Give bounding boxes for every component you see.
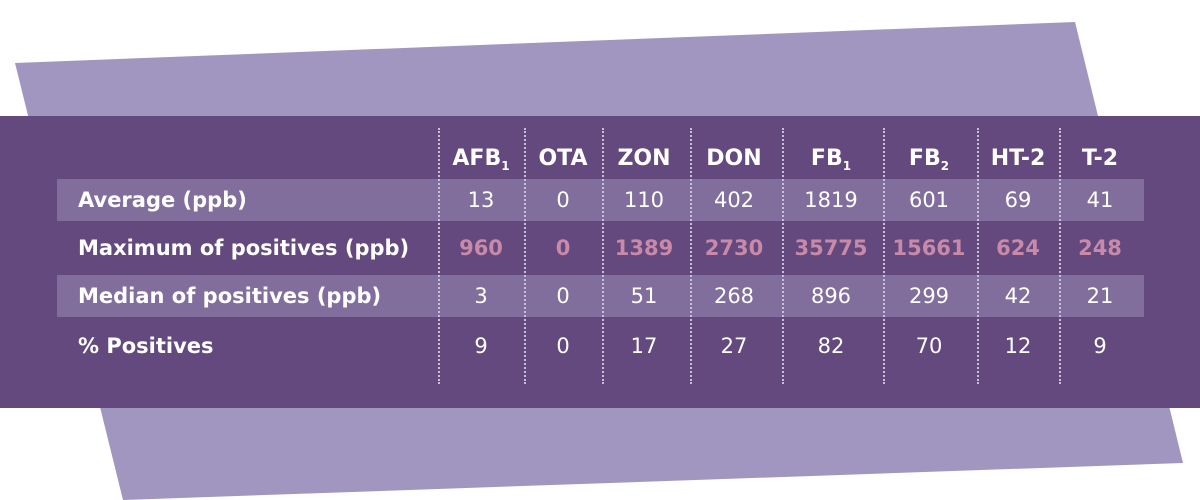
column-header-label: ZON: [617, 146, 671, 171]
table-cell: 21: [1086, 284, 1114, 308]
row-label: Median of positives (ppb): [78, 284, 382, 308]
table-cell: 248: [1078, 236, 1122, 260]
column-separator: [782, 128, 784, 384]
column-header-subscript: 1: [501, 159, 510, 173]
row-band: [57, 275, 1144, 317]
column-separator: [524, 128, 526, 384]
table-cell: 960: [459, 236, 503, 260]
table-cell: 42: [1004, 284, 1032, 308]
column-header-label: T-2: [1081, 146, 1119, 171]
column-separator: [1059, 128, 1061, 384]
row-band: [57, 179, 1144, 221]
table-cell: 70: [915, 334, 943, 358]
table-cell: 0: [555, 236, 571, 260]
column-separator: [438, 128, 440, 384]
column-separator: [602, 128, 604, 384]
column-header-label: AFB: [452, 146, 502, 171]
table-cell: 268: [713, 284, 755, 308]
column-header-label: FB: [810, 146, 843, 171]
column-header: AFB1: [441, 143, 521, 175]
table-cell: 110: [623, 188, 665, 212]
table-cell: 402: [713, 188, 755, 212]
table-cell: 51: [630, 284, 658, 308]
table-cell: 41: [1086, 188, 1114, 212]
column-separator: [883, 128, 885, 384]
column-header-label: DON: [706, 146, 762, 171]
column-separator: [690, 128, 692, 384]
table-cell: 27: [720, 334, 748, 358]
column-header: ZON: [604, 143, 684, 175]
table-cell: 0: [556, 188, 570, 212]
row-label: Maximum of positives (ppb): [78, 236, 410, 260]
table-cell: 9: [474, 334, 488, 358]
table-cell: 1819: [804, 188, 858, 212]
row-label: % Positives: [78, 334, 214, 358]
table-cell: 601: [908, 188, 950, 212]
table-cell: 0: [556, 284, 570, 308]
column-header: HT-2: [978, 143, 1058, 175]
column-header-label: HT-2: [990, 146, 1046, 171]
table-cell: 2730: [704, 236, 764, 260]
table-cell: 15661: [892, 236, 966, 260]
column-separator: [977, 128, 979, 384]
table-cell: 9: [1093, 334, 1107, 358]
table-cell: 3: [474, 284, 488, 308]
table-cell: 1389: [614, 236, 674, 260]
table-cell: 896: [810, 284, 852, 308]
table-cell: 17: [630, 334, 658, 358]
table-cell: 12: [1004, 334, 1032, 358]
column-header-subscript: 2: [940, 159, 950, 173]
row-label: Average (ppb): [78, 188, 247, 212]
table-cell: 299: [908, 284, 950, 308]
column-header-label: FB: [908, 146, 941, 171]
column-header: OTA: [523, 143, 603, 175]
column-header: T-2: [1065, 143, 1135, 175]
table-cell: 0: [556, 334, 570, 358]
table-cell: 13: [467, 188, 495, 212]
table-cell: 82: [817, 334, 845, 358]
table-cell: 35775: [794, 236, 868, 260]
column-header: FB1: [781, 143, 881, 175]
column-header: FB2: [884, 143, 974, 175]
table-cell: 69: [1004, 188, 1032, 212]
column-header-label: OTA: [538, 146, 588, 171]
column-header-subscript: 1: [842, 159, 852, 173]
table-cell: 624: [996, 236, 1040, 260]
column-header: DON: [689, 143, 779, 175]
table-panel: [0, 116, 1200, 408]
